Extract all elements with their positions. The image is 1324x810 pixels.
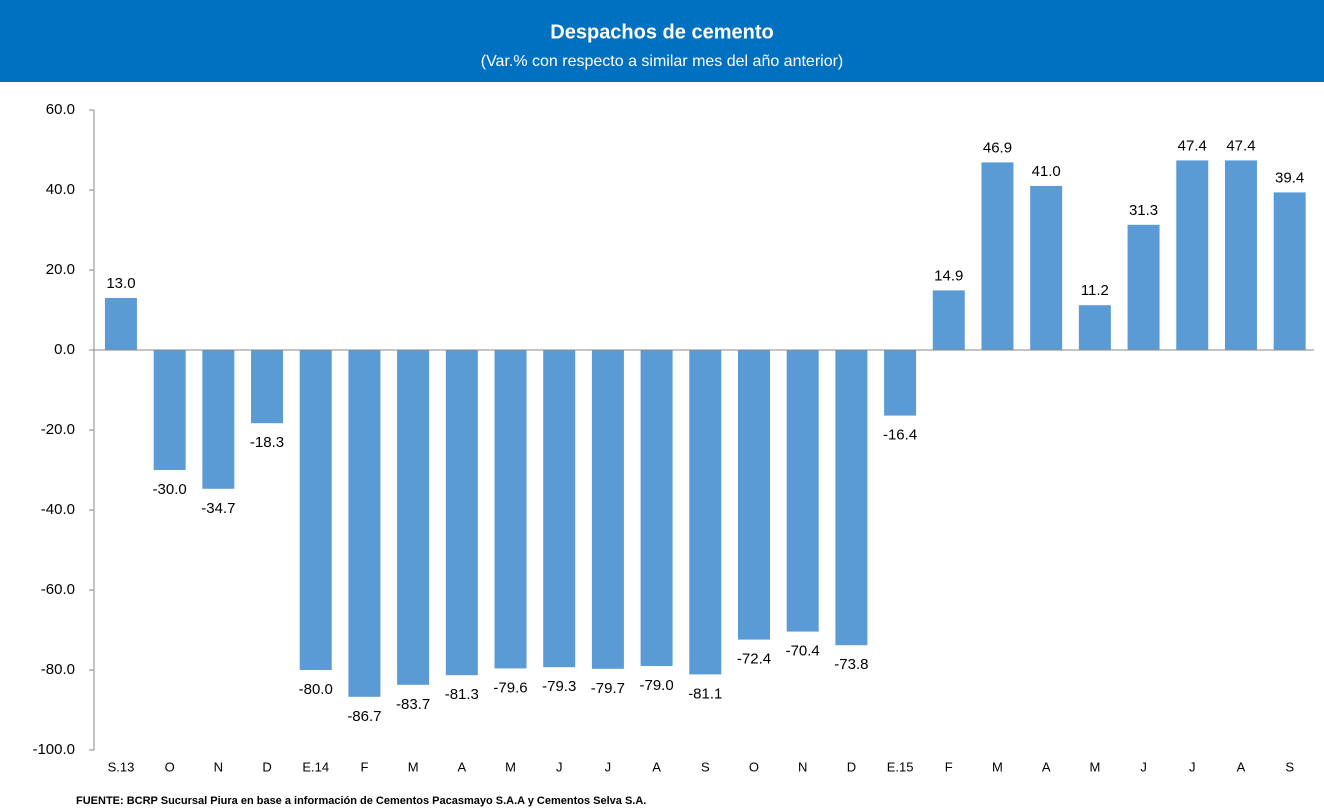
value-label: 13.0 <box>106 275 135 292</box>
value-label: -73.8 <box>834 656 868 673</box>
value-label: -16.4 <box>883 427 917 444</box>
bar <box>884 350 917 416</box>
bar <box>640 350 673 666</box>
value-label: -80.0 <box>299 681 333 698</box>
x-tick-label: A <box>1237 759 1246 774</box>
bar <box>153 350 186 470</box>
y-tick-label: 0.0 <box>54 341 75 358</box>
bar <box>932 290 965 350</box>
y-tick-label: -80.0 <box>41 661 75 678</box>
x-tick-label: N <box>214 759 223 774</box>
y-tick-label: -60.0 <box>41 581 75 598</box>
x-tick-label: A <box>1042 759 1051 774</box>
value-label: -18.3 <box>250 434 284 451</box>
bar <box>1224 160 1257 350</box>
x-tick-label: A <box>457 759 466 774</box>
value-label: 39.4 <box>1275 169 1304 186</box>
bar <box>786 350 819 632</box>
x-tick-label: A <box>652 759 661 774</box>
bar <box>202 350 235 489</box>
bar <box>689 350 722 675</box>
bar <box>1127 224 1160 350</box>
x-tick-label: O <box>749 759 759 774</box>
value-label: -70.4 <box>786 643 820 660</box>
value-label: -79.3 <box>542 678 576 695</box>
x-tick-label: M <box>992 759 1003 774</box>
value-label: -79.7 <box>591 680 625 697</box>
bar <box>543 350 576 668</box>
y-tick-label: 20.0 <box>46 261 75 278</box>
x-tick-label: D <box>847 759 856 774</box>
x-tick-label: E.15 <box>887 759 914 774</box>
value-label: -79.6 <box>493 679 527 696</box>
value-label: 47.4 <box>1226 137 1255 154</box>
x-tick-label: J <box>556 759 563 774</box>
bar <box>104 298 137 350</box>
value-label: 46.9 <box>983 139 1012 156</box>
y-tick-label: -20.0 <box>41 421 75 438</box>
x-tick-label: S <box>701 759 710 774</box>
bar <box>1078 305 1111 350</box>
value-label: -30.0 <box>153 481 187 498</box>
y-tick-label: -40.0 <box>41 501 75 518</box>
value-label: -79.0 <box>640 677 674 694</box>
x-tick-label: O <box>165 759 175 774</box>
x-tick-label: S <box>1285 759 1294 774</box>
value-label: 47.4 <box>1178 137 1207 154</box>
x-tick-label: M <box>1089 759 1100 774</box>
bar <box>397 350 430 685</box>
bar <box>981 162 1014 350</box>
bar <box>737 350 770 640</box>
value-label: -86.7 <box>347 708 381 725</box>
source-note: FUENTE: BCRP Sucursal Piura en base a in… <box>76 795 646 807</box>
value-label: 41.0 <box>1032 163 1061 180</box>
bar <box>835 350 868 646</box>
y-tick-label: 60.0 <box>46 101 75 118</box>
value-label: 11.2 <box>1081 282 1109 299</box>
bar <box>348 350 381 697</box>
value-label: 31.3 <box>1129 202 1158 219</box>
y-tick-label: -100.0 <box>32 741 75 758</box>
x-tick-label: N <box>798 759 807 774</box>
value-label: -34.7 <box>201 500 235 517</box>
value-label: -81.1 <box>688 685 722 702</box>
chart-subtitle: (Var.% con respecto a similar mes del añ… <box>481 53 844 70</box>
x-tick-label: F <box>945 759 953 774</box>
value-label: 14.9 <box>934 267 963 284</box>
bar <box>251 350 284 424</box>
bar <box>299 350 332 670</box>
bar <box>494 350 527 669</box>
header-band <box>0 0 1324 82</box>
x-tick-label: M <box>408 759 419 774</box>
bar <box>1176 160 1209 350</box>
x-tick-label: E.14 <box>302 759 329 774</box>
x-tick-label: J <box>1189 759 1196 774</box>
x-tick-label: M <box>505 759 516 774</box>
y-tick-label: 40.0 <box>46 181 75 198</box>
x-tick-label: S.13 <box>108 759 135 774</box>
bar <box>1273 192 1306 350</box>
chart-title: Despachos de cemento <box>550 21 773 43</box>
x-tick-label: D <box>262 759 271 774</box>
bar <box>445 350 478 676</box>
value-label: -72.4 <box>737 651 771 668</box>
bar <box>1030 186 1063 350</box>
x-tick-label: J <box>1140 759 1147 774</box>
bar <box>591 350 624 669</box>
x-tick-label: F <box>360 759 368 774</box>
value-label: -83.7 <box>396 696 430 713</box>
x-tick-label: J <box>605 759 612 774</box>
value-label: -81.3 <box>445 686 479 703</box>
